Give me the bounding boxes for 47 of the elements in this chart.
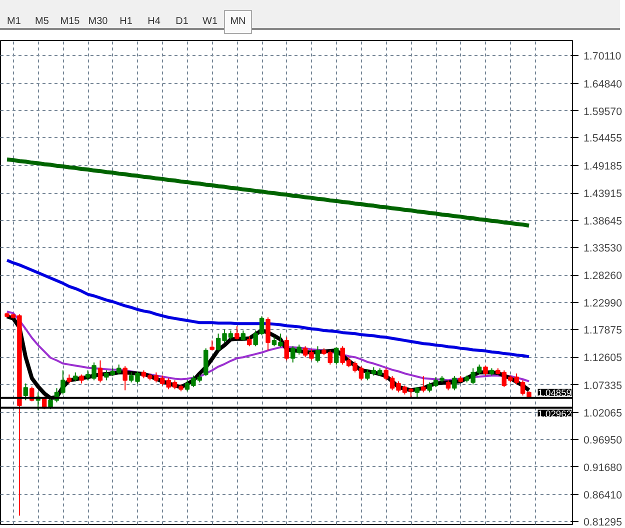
candlestick — [98, 360, 103, 383]
line-series — [6, 258, 530, 358]
candlestick — [315, 346, 320, 363]
y-tick-label: 1.54455 — [584, 132, 622, 145]
text: M1 — [6, 15, 22, 29]
text: M30 — [87, 15, 109, 29]
y-tick-label: 1.59570 — [584, 106, 622, 118]
ref-line-label: 1.02962 — [538, 408, 572, 419]
y-tick-label: 0.86410 — [584, 490, 622, 502]
text: H4 — [146, 15, 162, 29]
candlestick — [284, 336, 290, 361]
candlestick — [266, 316, 270, 351]
y-tick-label: 1.49185 — [584, 160, 622, 172]
candlestick — [483, 365, 488, 376]
y-tick-label: 1.12605 — [584, 352, 622, 364]
line-series — [5, 158, 531, 228]
candlestick — [210, 340, 214, 351]
y-tick-label: 0.91680 — [584, 462, 622, 474]
text: H1 — [118, 15, 134, 29]
y-tick-label: 1.38645 — [584, 216, 622, 228]
candlestick — [122, 366, 128, 391]
y-tick-label: 1.28260 — [584, 270, 622, 282]
text: D1 — [174, 15, 190, 29]
candlestick — [334, 346, 339, 366]
y-tick-label: 1.70110 — [584, 50, 622, 63]
y-tick-label: 1.33530 — [584, 242, 622, 254]
y-tick-label: 0.81295 — [584, 516, 622, 528]
candlestick — [446, 380, 451, 391]
y-tick-label: 1.43915 — [584, 188, 622, 200]
candlestick — [234, 326, 240, 340]
ref-line-label: 1.04859 — [538, 388, 572, 398]
y-tick-label: 1.17875 — [584, 324, 622, 337]
y-tick-label: 1.07335 — [584, 380, 622, 392]
candlestick — [240, 330, 246, 341]
candlestick — [421, 376, 426, 393]
candlestick — [414, 386, 420, 398]
y-tick-label: 1.64840 — [584, 78, 622, 90]
text: MN — [224, 10, 252, 34]
text: M15 — [59, 15, 81, 29]
candlestick — [23, 382, 28, 401]
y-tick-label: 1.02065 — [584, 407, 622, 420]
text: M5 — [34, 15, 50, 29]
candlestick — [247, 336, 252, 347]
y-tick-label: 1.22990 — [584, 298, 622, 310]
text: W1 — [202, 15, 218, 29]
y-tick-label: 0.96950 — [584, 434, 622, 446]
candlestick — [452, 376, 457, 391]
